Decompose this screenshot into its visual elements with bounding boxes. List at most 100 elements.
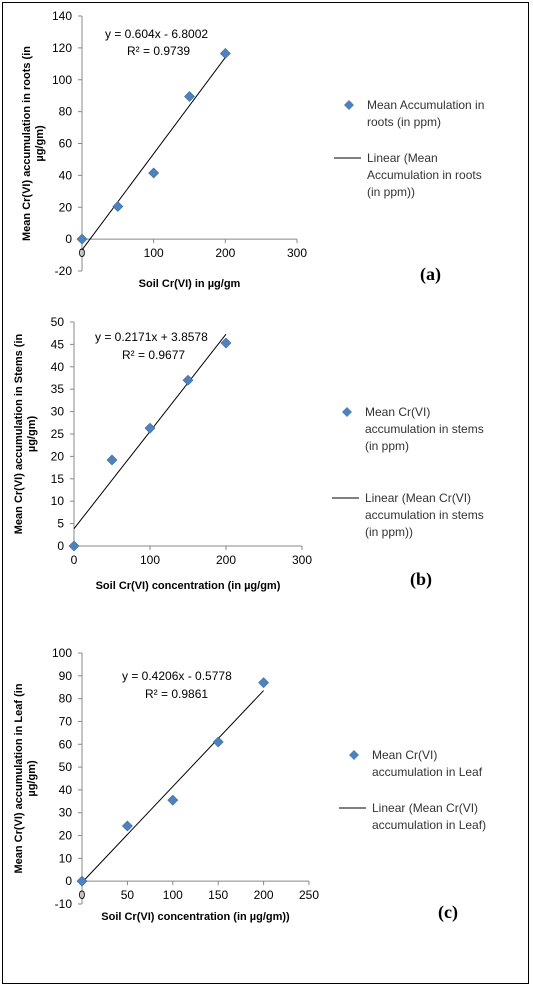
data-point — [148, 167, 160, 179]
trendline-equation: y = 0.4206x - 0.5778 — [122, 669, 232, 683]
x-axis-label: Soil Cr(VI) concentration (in µg/gm)) — [101, 911, 290, 923]
y-tick-label: 100 — [52, 73, 72, 87]
y-tick-label: 70 — [59, 714, 73, 728]
y-tick-label: 90 — [59, 669, 73, 683]
legend-line-label: Linear (Mean Cr(VI) — [365, 491, 471, 505]
legend-line-label: (in ppm)) — [367, 185, 415, 199]
y-axis-label: Mean Cr(VI) accumulation in roots (inµg/… — [21, 46, 46, 241]
legend-marker-label: Mean Accumulation in — [367, 98, 484, 112]
y-tick-label: 80 — [59, 692, 73, 706]
x-axis-label: Soil Cr(VI) in µg/gm — [139, 278, 241, 290]
y-tick-label: 50 — [51, 315, 65, 329]
x-tick-label: 100 — [140, 553, 160, 567]
y-tick-label: 50 — [59, 760, 73, 774]
x-tick-label: 150 — [208, 888, 228, 902]
y-tick-label: 30 — [51, 405, 65, 419]
y-tick-label: 20 — [59, 829, 73, 843]
trendline — [81, 57, 226, 251]
legend-marker-label: Mean Cr(VI) — [372, 748, 437, 762]
x-tick-label: 0 — [79, 246, 86, 260]
panel-label: (b) — [410, 569, 432, 590]
data-point — [258, 677, 270, 689]
y-axis-label-line: Mean Cr(VI) accumulation in Stems (in — [13, 333, 25, 534]
chart-panel-b: 0 5 10 15 20 25 30 35 40 45 50 0 100 200 300 y = 0.2171… — [13, 315, 484, 592]
y-tick-label: 20 — [59, 200, 73, 214]
x-tick-label: 200 — [215, 246, 235, 260]
data-point — [76, 233, 88, 245]
x-tick-label: 0 — [71, 553, 78, 567]
y-axis-label-line: µg/gm) — [26, 416, 38, 453]
y-tick-label: 5 — [57, 517, 64, 531]
y-tick-label: 25 — [51, 427, 65, 441]
legend-marker-diamond — [342, 407, 352, 417]
data-point — [76, 875, 88, 887]
chart-panel-a: -20 0 20 40 60 80 100 120 140 0 100 200 300 y = 0.604… — [21, 9, 484, 290]
y-axis-label-line: µg/gm) — [26, 760, 38, 797]
y-tick-label: 0 — [65, 874, 72, 888]
y-tick-label: 40 — [59, 168, 73, 182]
y-axis-label-line: Mean Cr(VI) accumulation in roots (in — [21, 46, 33, 241]
x-tick-label: 0 — [79, 888, 86, 902]
y-tick-label: 40 — [59, 783, 73, 797]
y-tick-label: -10 — [55, 897, 73, 911]
data-point — [220, 337, 232, 349]
legend-marker-diamond — [349, 750, 359, 760]
legend-line-label: Linear (Mean — [367, 151, 438, 165]
legend-line-label: Linear (Mean Cr(VI) — [372, 801, 478, 815]
y-tick-label: 120 — [52, 41, 72, 55]
x-tick-label: 200 — [254, 888, 274, 902]
data-point — [184, 91, 195, 102]
legend-marker-label: accumulation in Leaf — [372, 765, 483, 779]
legend-marker-label: accumulation in stems — [365, 422, 484, 436]
panel-label: (a) — [420, 264, 441, 285]
trendline-equation: y = 0.2171x + 3.8578 — [95, 330, 208, 344]
trendline — [81, 690, 264, 883]
y-tick-label: 60 — [59, 137, 73, 151]
y-tick-label: 40 — [51, 360, 65, 374]
x-tick-label: 50 — [121, 888, 135, 902]
y-tick-label: 10 — [59, 851, 73, 865]
data-point — [68, 540, 80, 552]
x-tick-label: 300 — [292, 553, 312, 567]
x-axis-label: Soil Cr(VI) concentration (in µg/gm) — [96, 580, 281, 592]
x-tick-label: 100 — [163, 888, 183, 902]
legend-line-label: Accumulation in roots — [367, 168, 482, 182]
trendline-r-squared: R² = 0.9861 — [145, 687, 208, 701]
y-tick-label: 35 — [51, 382, 65, 396]
legend-marker-label: Mean Cr(VI) — [365, 405, 430, 419]
legend-line-label: accumulation in stems — [365, 508, 484, 522]
panel-label: (c) — [438, 902, 458, 923]
legend-marker-label: (in ppm) — [365, 439, 409, 453]
x-tick-label: 250 — [299, 888, 319, 902]
y-axis-label: Mean Cr(VI) accumulation in Leaf (inµg/g… — [13, 683, 38, 873]
x-tick-label: 300 — [287, 246, 307, 260]
data-point — [167, 794, 179, 806]
y-axis-label: Mean Cr(VI) accumulation in Stems (inµg/… — [13, 333, 38, 534]
data-point — [219, 48, 231, 59]
y-axis-label-line: Mean Cr(VI) accumulation in Leaf (in — [13, 683, 25, 873]
y-tick-label: 30 — [59, 806, 73, 820]
x-tick-label: 200 — [216, 553, 236, 567]
y-tick-label: 15 — [51, 472, 65, 486]
data-point — [212, 736, 224, 748]
legend-line-label: accumulation in Leaf) — [372, 818, 486, 832]
trendline-equation: y = 0.604x - 6.8002 — [105, 27, 208, 41]
y-tick-label: 60 — [59, 737, 73, 751]
data-point — [144, 422, 156, 434]
trendline-r-squared: R² = 0.9739 — [127, 44, 190, 58]
y-tick-label: 10 — [51, 494, 65, 508]
y-tick-label: 0 — [65, 232, 72, 246]
y-tick-label: 100 — [52, 646, 72, 660]
legend-line-label: (in ppm)) — [365, 525, 413, 539]
data-point — [106, 454, 118, 466]
y-tick-label: 20 — [51, 449, 65, 463]
chart-panel-c: -10 0 10 20 30 40 50 60 70 80 90 100 0 50 100 150 200 250… — [13, 646, 486, 923]
x-tick-label: 100 — [144, 246, 164, 260]
data-point — [112, 201, 124, 212]
legend-marker-label: roots (in ppm) — [367, 115, 441, 129]
y-tick-label: -20 — [55, 264, 73, 278]
legend-marker-diamond — [344, 100, 354, 110]
data-point — [121, 820, 133, 832]
y-tick-label: 45 — [51, 337, 65, 351]
